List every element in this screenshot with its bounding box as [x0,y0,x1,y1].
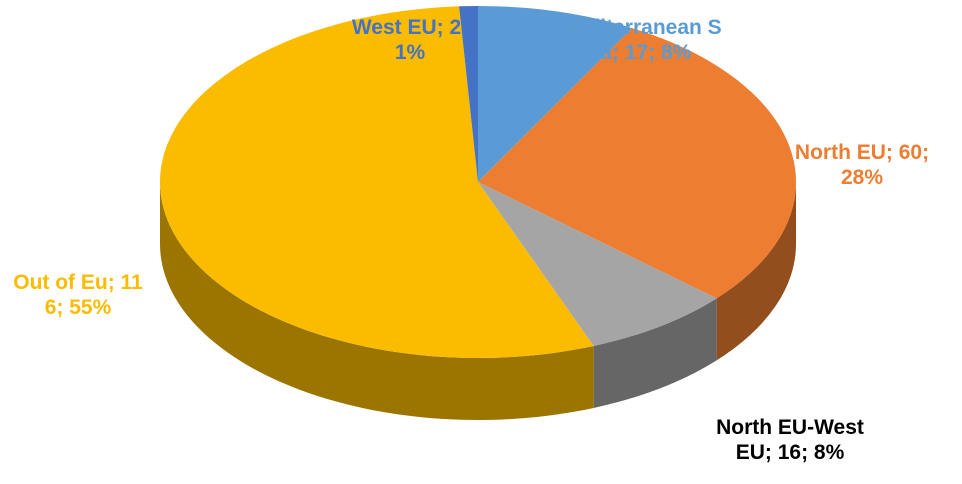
data-label: Mediterranean Sea; 17; 8% [558,16,722,64]
slice [459,6,478,182]
slice [160,6,594,358]
slice [478,6,633,182]
data-label: North EU-West EU; 16; 8% [716,416,864,464]
slice [478,182,717,346]
data-label: Out of Eu; 116; 55% [13,271,143,319]
slice [478,28,797,299]
slice-side [160,182,594,421]
slice-side [716,182,796,361]
data-label: North EU; 60; 28% [794,141,930,189]
slice-side [593,298,717,408]
data-label: West EU; 2; 1% [351,16,469,64]
